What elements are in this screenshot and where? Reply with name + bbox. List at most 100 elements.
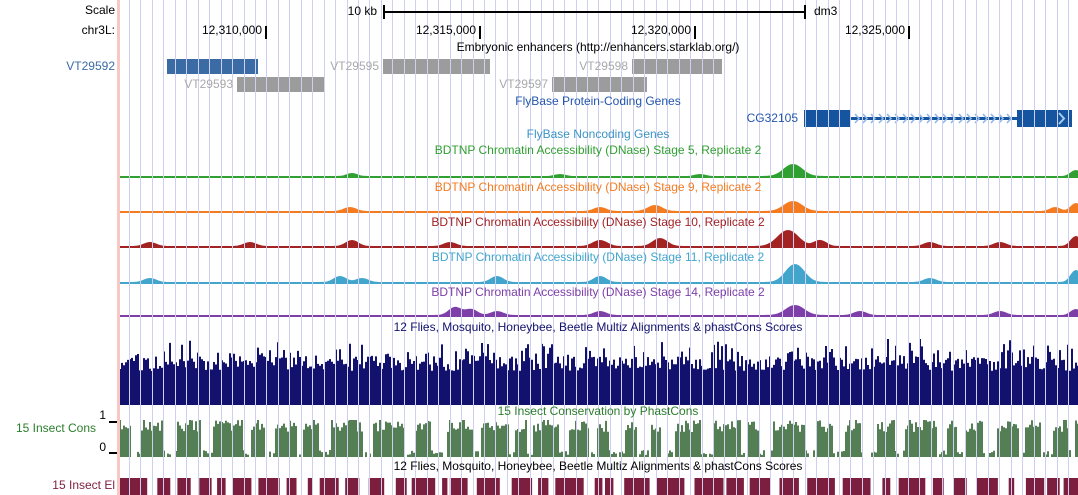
coordinate-tick-3 [908,26,910,39]
gridline [907,0,909,495]
gene-label-cg32105[interactable]: CG32105 [746,111,798,125]
phastcons-tick-0 [109,452,117,454]
gridline [1056,0,1058,495]
phastcons-left-label[interactable]: 15 Insect Cons [15,421,96,435]
gridline [346,0,348,495]
track-title-dnase-stage5[interactable]: BDTNP Chromatin Accessibility (DNase) St… [434,143,762,157]
gridline [209,0,211,495]
gridline [999,0,1001,495]
gridline [151,0,153,495]
gridline [426,0,428,495]
gridline [850,0,852,495]
gridline [403,0,405,495]
enhancer-item-vt29592[interactable] [167,59,258,74]
strand-arrow-icon [934,113,941,124]
gridline [747,0,749,495]
scale-bar-label: 10 kb [347,4,377,18]
gridline [129,0,130,495]
gene-intron-line[interactable] [850,117,1017,120]
strand-arrow-icon [886,113,893,124]
gridline [735,0,737,495]
gridline [266,0,268,495]
gridline [816,0,817,495]
scale-label: Scale [84,3,115,17]
scale-bar [383,11,806,13]
strand-arrow-icon [942,113,949,124]
gridline [919,0,921,495]
gridline [678,0,680,495]
gridline [277,0,279,495]
enhancer-label-vt29597[interactable]: VT29597 [499,77,548,91]
gridline [552,0,554,495]
gridline [987,0,989,495]
strand-arrow-icon [902,113,909,124]
track-title-dnase-stage11[interactable]: BDTNP Chromatin Accessibility (DNase) St… [431,250,765,264]
gridline [300,0,302,495]
enhancer-item-vt29598[interactable] [632,59,722,74]
gridline [804,0,806,495]
gridline [976,0,978,495]
coordinate-tick-0 [265,26,267,39]
gridline [873,0,875,495]
gridline [609,0,611,495]
track-title-dnase-stage10[interactable]: BDTNP Chromatin Accessibility (DNase) St… [431,215,765,229]
gridline [254,0,256,495]
gridline [1067,0,1069,495]
gridline [1045,0,1046,495]
coordinate-label-0: 12,310,000 [201,23,262,37]
gridline [1022,0,1024,495]
gridline [529,0,531,495]
gene-exon[interactable] [804,110,850,127]
gridline [930,0,932,495]
enhancer-item-vt29595[interactable] [383,59,490,74]
track-title-phastcons[interactable]: 15 Insect Conservation by PhastCons [497,404,699,418]
gridline [358,0,359,495]
enhancer-label-vt29598[interactable]: VT29598 [579,59,628,73]
gridline [838,0,840,495]
strand-arrow-icon [982,113,989,124]
strand-arrow-icon [990,113,997,124]
enhancer-label-vt29593[interactable]: VT29593 [184,77,233,91]
phastcons-axis-max: 1 [99,408,106,422]
gridline [861,0,863,495]
strand-arrow-icon [958,113,965,124]
gridline [655,0,657,495]
track-title-dnase-stage14[interactable]: BDTNP Chromatin Accessibility (DNase) St… [431,285,765,299]
gridline [197,0,199,495]
phastcons-axis-min: 0 [99,440,106,454]
gridline [564,0,566,495]
track-title-embryonic-enhancers[interactable]: Embryonic enhancers (http://enhancers.st… [456,40,740,54]
gridline [163,0,165,495]
enhancer-item-vt29593[interactable] [237,77,325,92]
enhancer-label-vt29595[interactable]: VT29595 [330,59,379,73]
gridline [312,0,314,495]
insect-el-left-label[interactable]: 15 Insect El [52,478,115,492]
strand-arrow-icon [862,113,869,124]
track-title-flybase-coding[interactable]: FlyBase Protein-Coding Genes [515,94,681,108]
gridline [793,0,795,495]
track-title-dnase-stage9[interactable]: BDTNP Chromatin Accessibility (DNase) St… [434,180,762,194]
gene-exon[interactable] [1017,110,1072,127]
track-title-multiz-bottom[interactable]: 12 Flies, Mosquito, Honeybee, Beetle Mul… [393,459,803,473]
gridline [323,0,325,495]
gridline [713,0,714,495]
enhancer-label-vt29592[interactable]: VT29592 [66,59,115,73]
gridline [575,0,577,495]
gridline [587,0,588,495]
gridline [186,0,188,495]
gridline [690,0,692,495]
position-guideline [117,0,120,495]
gridline [758,0,760,495]
track-title-flybase-noncoding[interactable]: FlyBase Noncoding Genes [526,127,670,141]
track-title-multiz-top[interactable]: 12 Flies, Mosquito, Honeybee, Beetle Mul… [393,320,803,334]
gridline [438,0,440,495]
strand-arrow-icon [998,113,1005,124]
gridline [140,0,142,495]
strand-arrow-icon [950,113,957,124]
gridline [598,0,600,495]
coordinate-label-1: 12,315,000 [415,23,476,37]
gridline [243,0,245,495]
gridline [369,0,371,495]
gridline [724,0,726,495]
gridline [1033,0,1035,495]
